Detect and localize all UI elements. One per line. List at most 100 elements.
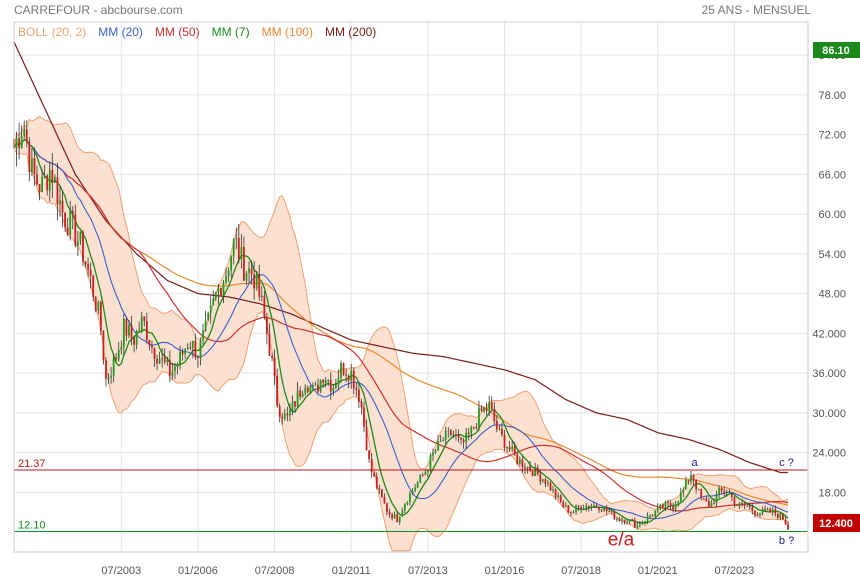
- candle-body: [444, 431, 447, 440]
- candle: [148, 339, 151, 351]
- candle: [153, 347, 156, 367]
- candle-body: [36, 174, 38, 185]
- candle-body: [398, 516, 401, 522]
- candle: [409, 490, 411, 506]
- candle: [541, 478, 544, 483]
- candle: [501, 422, 503, 437]
- candle: [122, 313, 125, 357]
- candle-body: [669, 503, 672, 507]
- candle-body: [360, 401, 363, 408]
- candle: [345, 368, 348, 383]
- candle-body: [89, 269, 92, 276]
- candle: [365, 419, 368, 451]
- candle-body: [769, 508, 772, 513]
- candle: [110, 367, 112, 384]
- candle: [145, 312, 148, 344]
- candle-body: [352, 370, 355, 389]
- candle-body: [582, 508, 585, 510]
- candle-body: [429, 455, 432, 471]
- candle-body: [179, 351, 181, 365]
- candle: [156, 354, 158, 371]
- candle: [181, 348, 184, 361]
- candle-body: [610, 511, 613, 513]
- candle: [391, 512, 393, 521]
- candle-body: [156, 358, 158, 364]
- candle-body: [664, 501, 667, 508]
- candle: [715, 490, 718, 507]
- candle: [516, 451, 519, 465]
- candle: [539, 468, 542, 486]
- legend-item: MM (7): [212, 25, 250, 39]
- candle-body: [304, 387, 307, 394]
- candle-body: [184, 349, 187, 355]
- candle-body: [764, 508, 766, 511]
- candle: [64, 212, 66, 233]
- candle-body: [271, 356, 273, 358]
- candle: [725, 489, 728, 497]
- candle: [406, 501, 409, 506]
- candle-body: [472, 426, 475, 428]
- candle: [582, 504, 585, 510]
- candle: [212, 290, 215, 306]
- candle: [613, 510, 616, 520]
- candle-body: [567, 505, 570, 513]
- candle-body: [227, 270, 230, 276]
- candle: [135, 329, 138, 350]
- legend-item: MM (200): [325, 25, 376, 39]
- candle-body: [296, 390, 299, 407]
- candle-body: [547, 482, 549, 484]
- candle: [23, 120, 26, 139]
- ma20-line: [13, 139, 789, 520]
- candle: [669, 500, 672, 511]
- candle-body: [135, 331, 138, 345]
- candle-body: [748, 505, 751, 507]
- candle-body: [250, 268, 253, 275]
- candle: [38, 184, 41, 201]
- candle-body: [117, 350, 120, 360]
- candle: [71, 206, 74, 230]
- candle-body: [656, 506, 659, 511]
- candle: [511, 440, 514, 453]
- candle-body: [585, 505, 588, 509]
- x-tick-label: 07/2018: [561, 565, 601, 577]
- candle: [299, 386, 302, 401]
- candle-body: [513, 446, 516, 455]
- candle-body: [564, 505, 567, 507]
- candle-body: [163, 357, 166, 363]
- candle: [508, 440, 511, 452]
- candle-body: [690, 475, 692, 482]
- candle: [759, 512, 761, 518]
- candle: [271, 352, 273, 362]
- candle-body: [549, 482, 552, 491]
- x-tick-label: 07/2003: [101, 565, 141, 577]
- candle-body: [756, 514, 759, 516]
- candle: [667, 499, 669, 507]
- candle-body: [480, 407, 483, 411]
- candle-body: [222, 282, 225, 297]
- candle: [161, 347, 164, 368]
- candle-body: [493, 409, 496, 421]
- candle: [151, 340, 153, 354]
- candle: [733, 495, 736, 508]
- candle: [779, 513, 782, 521]
- candle: [593, 501, 595, 508]
- candle-body: [720, 487, 723, 492]
- candle-body: [743, 503, 746, 506]
- candle-body: [534, 467, 537, 477]
- candle-body: [133, 337, 135, 345]
- candle: [490, 396, 493, 411]
- candle-body: [713, 502, 715, 504]
- candle-body: [112, 357, 115, 376]
- candle-body: [171, 371, 174, 376]
- candle-body: [600, 509, 603, 511]
- legend-item: MM (100): [262, 25, 313, 39]
- candle: [590, 503, 593, 511]
- candle: [222, 279, 225, 304]
- candle-body: [76, 241, 79, 246]
- y-tick-label: 66.00: [818, 169, 846, 181]
- candle: [730, 493, 733, 502]
- candle-body: [710, 502, 713, 507]
- candle-body: [243, 246, 245, 281]
- candle-body: [357, 389, 360, 402]
- candle-body: [715, 494, 718, 504]
